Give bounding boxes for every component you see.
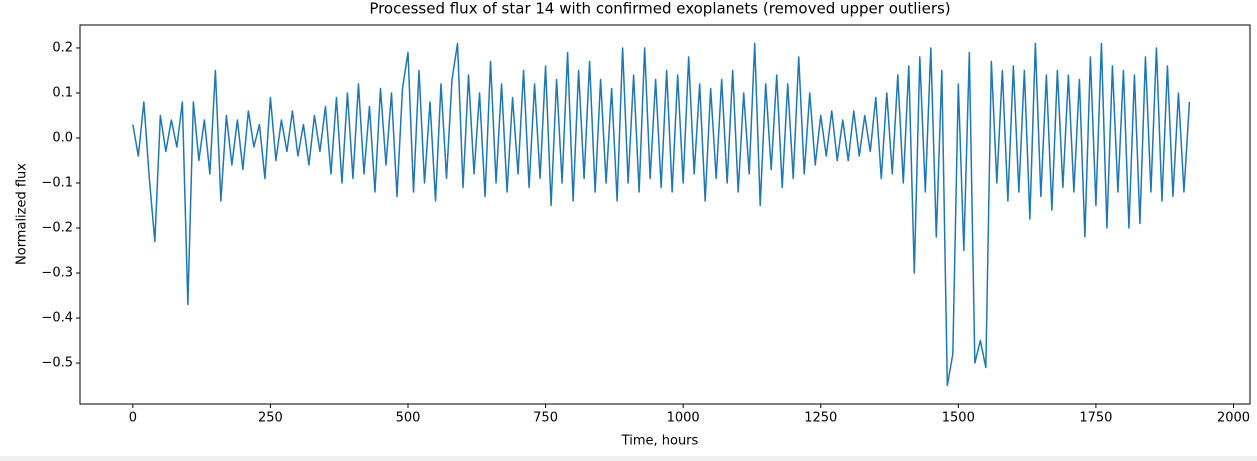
x-tick-label: 500 [396, 411, 421, 426]
x-tick-label: 250 [258, 411, 283, 426]
x-tick-label: 1500 [942, 411, 975, 426]
chart-title: Processed flux of star 14 with confirmed… [369, 0, 950, 18]
flux-line [132, 42, 1191, 387]
y-tick-label: −0.4 [41, 311, 73, 326]
y-tick-label: −0.2 [41, 221, 73, 236]
y-tick-label: −0.1 [41, 175, 73, 190]
x-tick-label: 2000 [1217, 411, 1250, 426]
axes-frame [79, 24, 1251, 405]
y-tick-label: −0.5 [41, 356, 73, 371]
x-tick-label: 0 [129, 411, 137, 426]
x-tick-label: 1250 [804, 411, 837, 426]
x-tick-label: 1000 [667, 411, 700, 426]
x-tick-label: 1750 [1079, 411, 1112, 426]
y-tick-label: −0.3 [41, 266, 73, 281]
y-tick-label: 0.2 [52, 40, 73, 55]
y-axis-label: Normalized flux [15, 163, 30, 265]
x-axis-label: Time, hours [621, 434, 699, 449]
bottom-strip [0, 456, 1257, 461]
x-tick-label: 750 [533, 411, 558, 426]
y-tick-label: 0.0 [52, 130, 73, 145]
y-tick-label: 0.1 [52, 85, 73, 100]
